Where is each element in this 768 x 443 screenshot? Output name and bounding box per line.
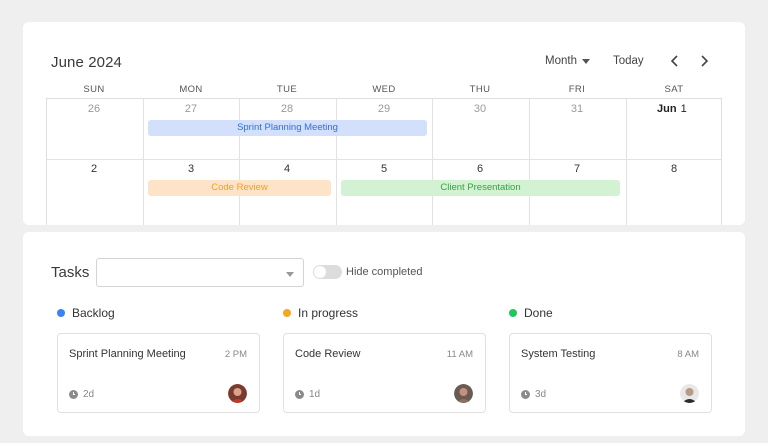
task-card[interactable]: System Testing 8 AM 3d — [509, 333, 712, 413]
day-cell[interactable]: 7 — [573, 163, 581, 175]
task-card[interactable]: Code Review 11 AM 1d — [283, 333, 486, 413]
task-duration: 2d — [69, 389, 94, 400]
weekday-header: TUE — [276, 84, 298, 95]
avatar — [454, 384, 473, 403]
column-label: In progress — [298, 306, 359, 320]
grid-divider — [529, 99, 530, 225]
task-duration-value: 1d — [309, 389, 321, 400]
calendar-title: June 2024 — [51, 54, 122, 71]
grid-divider — [143, 99, 144, 225]
day-cell[interactable]: 28 — [280, 103, 294, 115]
weekday-header: WED — [372, 84, 396, 95]
event-code-review[interactable]: Code Review — [148, 180, 331, 196]
view-select[interactable]: Month — [545, 55, 590, 67]
tasks-title: Tasks — [51, 264, 90, 281]
day-cell[interactable]: 30 — [473, 103, 487, 115]
day-cell[interactable]: 5 — [380, 163, 388, 175]
day-cell[interactable]: 26 — [87, 103, 101, 115]
weekday-header: FRI — [568, 84, 586, 95]
grid-divider — [336, 99, 337, 225]
grid-divider — [626, 99, 627, 225]
event-client-presentation[interactable]: Client Presentation — [341, 180, 620, 196]
chevron-left-icon — [670, 55, 678, 67]
column-header-in-progress: In progress — [283, 306, 358, 320]
month-grid — [46, 98, 722, 225]
task-card[interactable]: Sprint Planning Meeting 2 PM 2d — [57, 333, 260, 413]
today-button[interactable]: Today — [613, 55, 644, 67]
clock-icon — [521, 390, 530, 399]
prev-month-button[interactable] — [668, 53, 682, 69]
day-cell[interactable]: 27 — [184, 103, 198, 115]
weekday-header: MON — [179, 84, 203, 95]
column-header-done: Done — [509, 306, 553, 320]
task-time: 8 AM — [677, 349, 699, 360]
day-cell[interactable]: 6 — [476, 163, 484, 175]
task-duration: 1d — [295, 389, 320, 400]
column-header-backlog: Backlog — [57, 306, 115, 320]
column-label: Backlog — [72, 306, 115, 320]
calendar-panel: June 2024 Month Today SUN MON TUE WED TH… — [23, 22, 745, 225]
weekday-header: THU — [469, 84, 491, 95]
day-cell[interactable]: 31 — [570, 103, 584, 115]
task-duration-value: 2d — [83, 389, 95, 400]
grid-divider — [432, 99, 433, 225]
avatar — [228, 384, 247, 403]
chevron-down-icon — [286, 272, 294, 277]
status-dot — [283, 309, 291, 317]
task-name: Code Review — [295, 348, 361, 360]
task-time: 2 PM — [224, 349, 247, 360]
toggle-knob — [314, 266, 326, 278]
weekday-header: SAT — [664, 84, 684, 95]
tasks-panel: Tasks Hide completed Backlog In progress… — [23, 232, 745, 436]
day-cell[interactable]: 3 — [187, 163, 195, 175]
hide-completed-toggle[interactable] — [313, 265, 342, 279]
grid-divider — [47, 159, 721, 160]
task-time: 11 AM — [446, 349, 473, 360]
event-sprint-planning[interactable]: Sprint Planning Meeting — [148, 120, 427, 136]
status-dot — [509, 309, 517, 317]
weekday-header: SUN — [83, 84, 105, 95]
chevron-right-icon — [701, 55, 709, 67]
clock-icon — [69, 390, 78, 399]
task-duration: 3d — [521, 389, 546, 400]
avatar — [680, 384, 699, 403]
hide-completed-label: Hide completed — [346, 266, 423, 278]
column-label: Done — [524, 306, 553, 320]
day-cell[interactable]: 4 — [283, 163, 291, 175]
day-cell[interactable]: 2 — [90, 163, 98, 175]
grid-divider — [239, 99, 240, 225]
task-duration-value: 3d — [535, 389, 547, 400]
view-select-label: Month — [545, 55, 577, 67]
day-number: 1 — [680, 103, 687, 115]
clock-icon — [295, 390, 304, 399]
chevron-down-icon — [581, 59, 590, 64]
day-cell[interactable]: 29 — [377, 103, 391, 115]
day-cell[interactable]: 8 — [670, 163, 678, 175]
task-name: System Testing — [521, 348, 596, 360]
status-dot — [57, 309, 65, 317]
next-month-button[interactable] — [697, 53, 711, 69]
task-name: Sprint Planning Meeting — [69, 348, 186, 360]
month-label: Jun — [657, 103, 677, 115]
tasks-filter-select[interactable] — [96, 258, 304, 287]
day-cell[interactable]: Jun 1 — [657, 103, 687, 115]
